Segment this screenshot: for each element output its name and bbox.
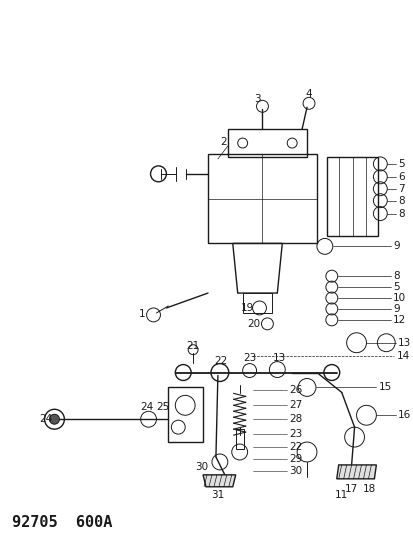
Text: 92705  600A: 92705 600A — [12, 515, 112, 530]
Text: 15: 15 — [377, 383, 391, 392]
Bar — [326, 157, 377, 237]
Text: 8: 8 — [392, 271, 399, 281]
Text: 6: 6 — [397, 172, 404, 182]
Text: 22: 22 — [214, 356, 227, 366]
Text: 24: 24 — [40, 414, 53, 424]
Text: 22: 22 — [289, 442, 302, 452]
Text: 9: 9 — [392, 241, 399, 252]
Text: 28: 28 — [289, 414, 302, 424]
Bar — [168, 387, 202, 442]
Text: 8: 8 — [397, 208, 404, 219]
Text: 1: 1 — [138, 309, 145, 319]
Text: 29: 29 — [289, 454, 302, 464]
Text: 31: 31 — [211, 490, 224, 500]
Bar — [207, 154, 316, 244]
Text: 13: 13 — [397, 338, 411, 348]
Text: 26: 26 — [289, 385, 302, 395]
Polygon shape — [202, 475, 235, 487]
Text: 5: 5 — [392, 282, 399, 292]
Text: 23: 23 — [289, 429, 302, 439]
Text: 8: 8 — [397, 196, 404, 206]
Text: 13: 13 — [272, 353, 285, 362]
Text: 9: 9 — [392, 304, 399, 314]
Text: 27: 27 — [289, 400, 302, 410]
Text: 19: 19 — [240, 303, 253, 313]
Polygon shape — [336, 465, 375, 479]
Text: 10: 10 — [392, 293, 405, 303]
Text: 18: 18 — [362, 484, 375, 494]
Text: 25: 25 — [156, 402, 169, 413]
Circle shape — [50, 414, 59, 424]
Text: 17: 17 — [344, 484, 357, 494]
Text: 16: 16 — [397, 410, 411, 420]
Text: 14: 14 — [396, 351, 409, 361]
Text: 30: 30 — [195, 462, 207, 472]
Bar — [242, 293, 272, 313]
Text: 7: 7 — [397, 184, 404, 194]
Bar — [235, 429, 243, 449]
Text: 2: 2 — [219, 137, 226, 147]
Text: 11: 11 — [334, 490, 347, 500]
Text: 24: 24 — [140, 402, 154, 413]
Text: 12: 12 — [392, 315, 406, 325]
Text: 21: 21 — [186, 341, 199, 351]
Text: 20: 20 — [247, 319, 260, 329]
Text: 3: 3 — [254, 94, 261, 104]
Text: 4: 4 — [304, 90, 311, 99]
Text: 5: 5 — [397, 159, 404, 169]
Text: 30: 30 — [289, 466, 301, 476]
Bar — [227, 129, 306, 157]
Text: 23: 23 — [243, 353, 256, 362]
